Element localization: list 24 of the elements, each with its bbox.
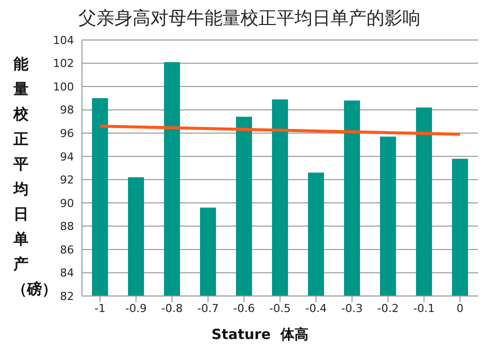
- chart-title: 父亲身高对母牛能量校正平均日单产的影响: [78, 7, 422, 30]
- y-tick-label: 82: [60, 290, 74, 303]
- y-tick-label: 86: [60, 243, 74, 256]
- y-tick-label: 96: [60, 126, 74, 140]
- y-tick-label: 84: [60, 266, 74, 280]
- y-tick-label: 102: [53, 57, 74, 70]
- x-tick-label: -0.8: [161, 302, 183, 315]
- y-tick-label: 98: [60, 104, 74, 117]
- x-tick-label: -1: [94, 302, 106, 315]
- x-tick-label: -0.3: [341, 302, 363, 315]
- x-tick-label: -0.2: [377, 302, 399, 315]
- x-tick-label: -0.7: [197, 302, 219, 315]
- y-tick-label: 92: [60, 174, 74, 187]
- x-tick-label: -0.4: [305, 302, 327, 315]
- x-tick-label: -0.1: [413, 302, 435, 315]
- y-tick-label: 90: [60, 196, 74, 210]
- x-tick-label: -0.5: [269, 302, 291, 315]
- y-tick-label: 88: [60, 220, 74, 234]
- x-tick-label: 0: [456, 302, 464, 315]
- y-tick-label: 104: [53, 34, 74, 47]
- y-tick-label: 94: [60, 150, 74, 164]
- x-tick-label: -0.9: [125, 302, 147, 315]
- x-tick-label: -0.6: [233, 302, 255, 315]
- x-axis-title: Stature 体高: [210, 326, 310, 344]
